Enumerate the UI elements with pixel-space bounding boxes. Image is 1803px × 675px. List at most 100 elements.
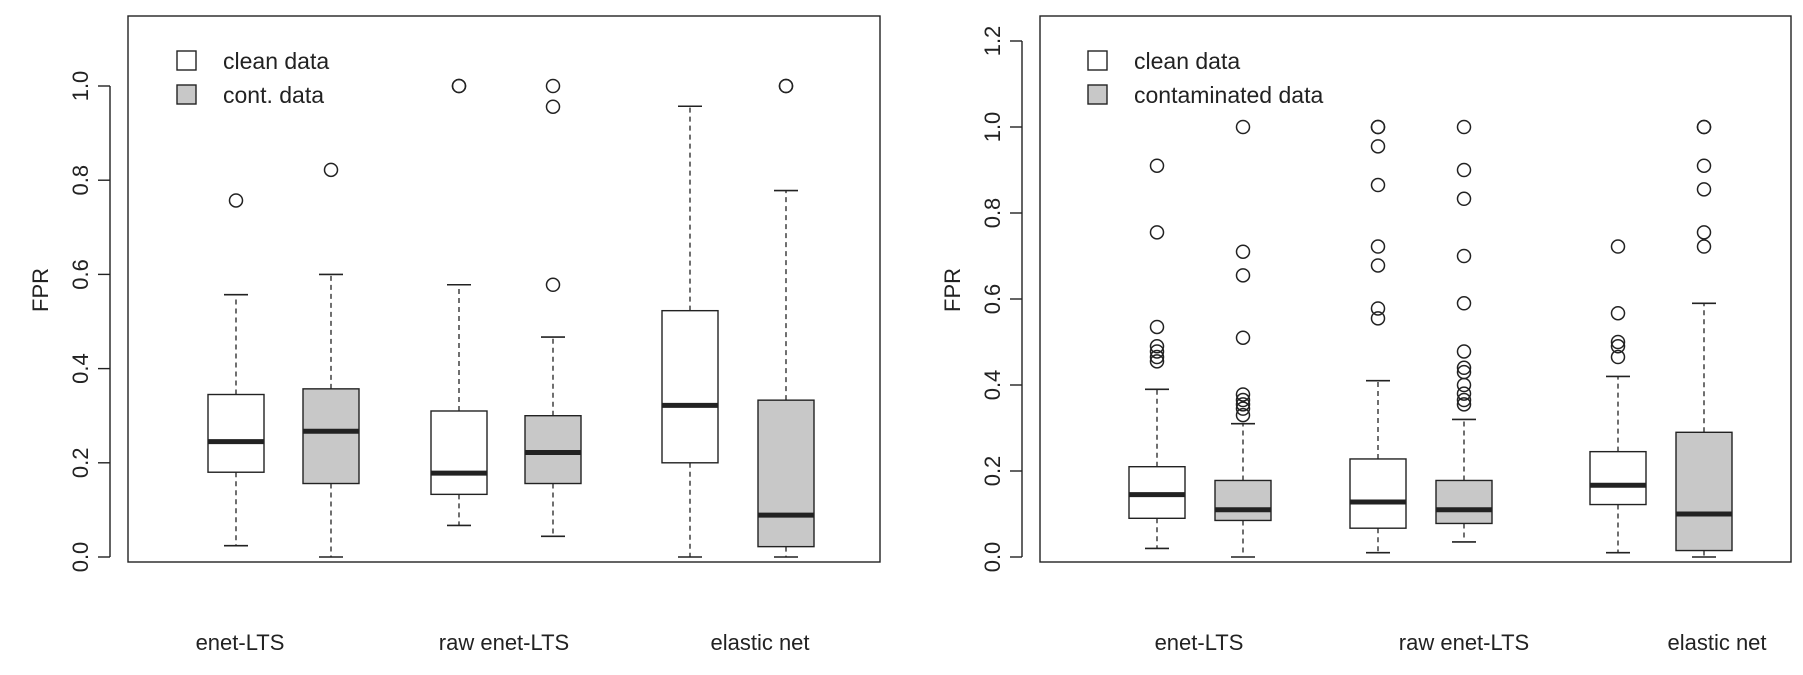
outlier-point	[1456, 364, 1472, 380]
outlier-point	[1370, 301, 1386, 316]
outlier-point	[778, 78, 794, 94]
y-tick-label: 0.6	[68, 259, 93, 290]
y-axis-label: FPR	[940, 268, 965, 312]
box-enet-lts-clean	[1128, 158, 1186, 550]
outlier-point	[1149, 349, 1165, 365]
iqr-box	[1675, 431, 1733, 552]
y-tick-label: 0.8	[980, 198, 1005, 229]
outlier-point	[1456, 191, 1472, 207]
y-tick-label: 0.2	[980, 456, 1005, 487]
outlier-point	[1149, 344, 1165, 359]
outlier-point	[1235, 407, 1251, 423]
box-enet-lts-contaminated	[302, 162, 360, 558]
outlier-point	[1456, 360, 1472, 376]
outlier-point	[323, 162, 339, 178]
x-category-label: raw enet-LTS	[1399, 630, 1529, 655]
chart-panel-1: 0.0 0.2 0.4 0.6 0.8 1.0 FPR enet-LTS raw enet-LT…	[28, 15, 881, 655]
chart-panel-2: 0.0 0.2 0.4 0.6 0.8 1.0 1.2 FPR enet-LTS raw enet…	[940, 15, 1792, 655]
iqr-box	[1589, 450, 1647, 506]
outlier-point	[1696, 158, 1712, 173]
outlier-point	[1610, 334, 1626, 350]
outlier-point	[1456, 162, 1472, 178]
legend-label: clean data	[1134, 48, 1240, 74]
outlier-point	[1456, 386, 1472, 401]
outlier-point	[1456, 397, 1472, 412]
y-tick-label: 1.2	[980, 26, 1005, 57]
iqr-box	[524, 415, 582, 485]
outlier-point	[1149, 225, 1165, 240]
y-tick-label: 0.4	[68, 353, 93, 384]
y-axis-label: FPR	[28, 268, 53, 312]
iqr-box	[1349, 458, 1407, 529]
outlier-point	[545, 99, 561, 114]
iqr-box	[207, 393, 265, 473]
legend-swatch	[1087, 84, 1108, 105]
legend-swatch	[176, 84, 197, 105]
outlier-point	[1149, 158, 1165, 173]
outlier-point	[1370, 258, 1386, 273]
outlier-point	[1149, 319, 1165, 335]
iqr-box	[302, 388, 360, 485]
iqr-box	[757, 399, 815, 548]
box-raw-enet-lts-contaminated	[1435, 119, 1493, 543]
outlier-point	[1610, 349, 1626, 365]
outlier-point	[1610, 339, 1626, 354]
x-category-label: elastic net	[710, 630, 809, 655]
outlier-point	[1370, 239, 1386, 254]
outlier-point	[1456, 119, 1472, 135]
outlier-point	[1149, 339, 1165, 354]
outlier-point	[1696, 239, 1712, 254]
box-enet-lts-clean	[207, 193, 265, 547]
outlier-point	[1370, 119, 1386, 135]
box-elastic-net-clean	[1589, 239, 1647, 554]
outlier-point	[1370, 177, 1386, 193]
x-category-label: elastic net	[1667, 630, 1766, 655]
x-category-label: enet-LTS	[1155, 630, 1244, 655]
iqr-box	[661, 309, 719, 464]
legend-label: contaminated data	[1134, 82, 1323, 108]
outlier-point	[1149, 354, 1165, 369]
box-elastic-net-contaminated	[757, 78, 815, 558]
legend-label: cont. data	[223, 82, 324, 108]
box-elastic-net-contaminated	[1675, 119, 1733, 558]
outlier-point	[1696, 182, 1712, 197]
outlier-point	[1235, 119, 1251, 135]
outlier-point	[1456, 377, 1472, 393]
outlier-point	[1610, 239, 1626, 254]
outlier-point	[1235, 392, 1251, 408]
y-tick-label: 0.2	[68, 448, 93, 479]
outlier-point	[1610, 305, 1626, 321]
y-tick-label: 0.0	[68, 542, 93, 573]
iqr-box	[1214, 479, 1272, 522]
legend-swatch	[176, 50, 197, 71]
outlier-point	[1456, 248, 1472, 264]
box-raw-enet-lts-clean	[430, 78, 488, 527]
outlier-point	[1235, 268, 1251, 283]
outlier-point	[545, 277, 561, 293]
box-elastic-net-clean	[661, 105, 719, 558]
outlier-point	[1235, 387, 1251, 402]
iqr-box	[430, 410, 488, 496]
outlier-point	[228, 193, 244, 208]
x-category-label: raw enet-LTS	[439, 630, 569, 655]
outlier-point	[1456, 344, 1472, 359]
x-category-label: enet-LTS	[196, 630, 285, 655]
legend-swatch	[1087, 50, 1108, 71]
outlier-point	[1456, 296, 1472, 311]
y-tick-label: 0.0	[980, 542, 1005, 573]
y-tick-label: 0.6	[980, 284, 1005, 315]
outlier-point	[451, 78, 467, 94]
outlier-point	[1456, 392, 1472, 408]
plot-frame	[1039, 15, 1792, 563]
box-raw-enet-lts-clean	[1349, 119, 1407, 554]
plot-frame	[127, 15, 881, 563]
outlier-point	[1696, 225, 1712, 240]
outlier-point	[1235, 397, 1251, 412]
y-tick-label: 1.0	[980, 112, 1005, 143]
box-enet-lts-contaminated	[1214, 119, 1272, 558]
y-tick-label: 0.8	[68, 165, 93, 196]
outlier-point	[1235, 330, 1251, 345]
outlier-point	[1235, 401, 1251, 416]
iqr-box	[1435, 479, 1493, 525]
